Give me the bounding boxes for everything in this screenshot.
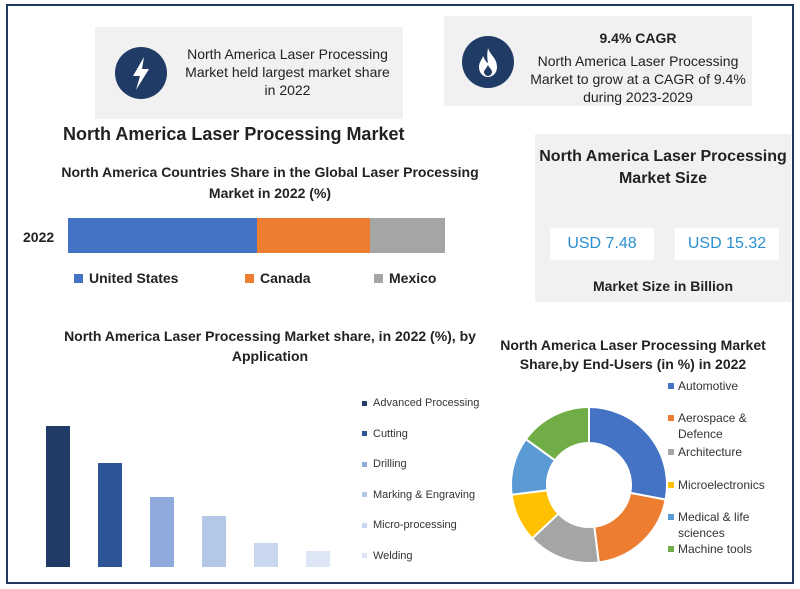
bar-welding (306, 551, 330, 567)
application-legend-item: Welding (362, 550, 413, 562)
stack-segment-united-states (68, 218, 257, 253)
legend-label: Cutting (373, 427, 408, 440)
application-legend-item: Micro-processing (362, 519, 457, 531)
legend-label: Drilling (373, 458, 407, 470)
application-legend-item: Marking & Engraving (362, 489, 475, 501)
largest-share-text: North America Laser Processing Market he… (185, 46, 390, 98)
application-legend-item: Drilling (362, 458, 407, 470)
legend-swatch (362, 492, 367, 497)
donut-slice-automotive (588, 405, 668, 501)
stack-segment-mexico (369, 218, 445, 253)
end-user-legend-item: Automotive (668, 378, 788, 394)
market-size-title: North America Laser Processing Market Si… (539, 148, 787, 187)
main-title: North America Laser Processing Market (63, 124, 405, 144)
application-chart-title: North America Laser Processing Market sh… (64, 328, 476, 364)
legend-swatch (362, 553, 367, 558)
legend-swatch (362, 461, 367, 467)
bar-drilling (150, 496, 174, 567)
legend-swatch (74, 273, 83, 283)
end-user-legend-item: Medical & life sciences (668, 509, 788, 541)
legend-swatch (374, 273, 383, 283)
end-user-legend-item: Microelectronics (668, 477, 788, 493)
bar-marking-engraving (202, 516, 226, 567)
legend-label: Automotive (678, 379, 739, 393)
donut-slice-machine-tools (524, 405, 590, 462)
bar-cutting (98, 462, 122, 567)
cagr-title: 9.4% CAGR (599, 30, 677, 46)
legend-label: Mexico (389, 270, 437, 286)
legend-label: Micro-processing (373, 519, 457, 531)
cagr-callout: 9.4% CAGR North America Laser Processing… (444, 16, 752, 106)
legend-swatch (362, 431, 367, 436)
legend-swatch (362, 400, 367, 406)
bar-advanced-processing (46, 426, 70, 567)
market-size-value-2029: USD 15.32 (675, 228, 779, 260)
country-share-stacked-bar (68, 218, 445, 253)
country-share-title: North America Countries Share in the Glo… (61, 164, 479, 201)
legend-swatch (668, 383, 674, 389)
legend-item-canada: Canada (245, 270, 311, 286)
end-user-legend-item: Architecture (668, 444, 788, 460)
largest-share-callout: North America Laser Processing Market he… (95, 27, 403, 119)
legend-label: Welding (373, 549, 413, 562)
legend-label: Medical & life sciences (678, 510, 750, 540)
legend-label: Architecture (678, 445, 743, 459)
legend-swatch (668, 482, 674, 488)
legend-label: Canada (260, 270, 311, 286)
bar-micro-processing (254, 543, 278, 567)
legend-label: Aerospace & Defence (678, 411, 747, 441)
market-size-footer: Market Size in Billion (592, 278, 734, 294)
legend-label: United States (89, 270, 179, 286)
application-legend-item: Cutting (362, 428, 408, 440)
stack-segment-canada (256, 218, 370, 253)
end-user-donut-chart (510, 405, 668, 564)
legend-label: Advanced Processing (373, 397, 480, 409)
legend-swatch (668, 449, 674, 455)
legend-swatch (362, 522, 367, 528)
end-user-chart-title: North America Laser Processing Market Sh… (500, 337, 766, 372)
legend-label: Microelectronics (678, 478, 765, 492)
cagr-text: North America Laser Processing Market to… (530, 53, 746, 105)
end-user-legend-item: Aerospace & Defence (668, 410, 788, 442)
end-user-legend-item: Machine tools (668, 541, 788, 557)
market-size-value-2022: USD 7.48 (550, 228, 654, 260)
legend-swatch (668, 546, 674, 552)
infographic-frame (6, 4, 794, 584)
legend-item-united-states: United States (74, 270, 178, 286)
market-size-box: North America Laser Processing Market Si… (535, 134, 791, 302)
application-legend-item: Advanced Processing (362, 397, 479, 409)
lightning-icon (115, 47, 167, 99)
donut-slice-aerospace-defence (593, 491, 667, 564)
legend-item-mexico: Mexico (374, 270, 436, 286)
legend-label: Marking & Engraving (373, 488, 476, 501)
flame-icon (462, 36, 514, 88)
stack-year-label: 2022 (23, 229, 55, 245)
legend-label: Machine tools (678, 542, 753, 556)
legend-swatch (668, 415, 674, 421)
legend-swatch (668, 514, 674, 520)
legend-swatch (245, 273, 254, 283)
